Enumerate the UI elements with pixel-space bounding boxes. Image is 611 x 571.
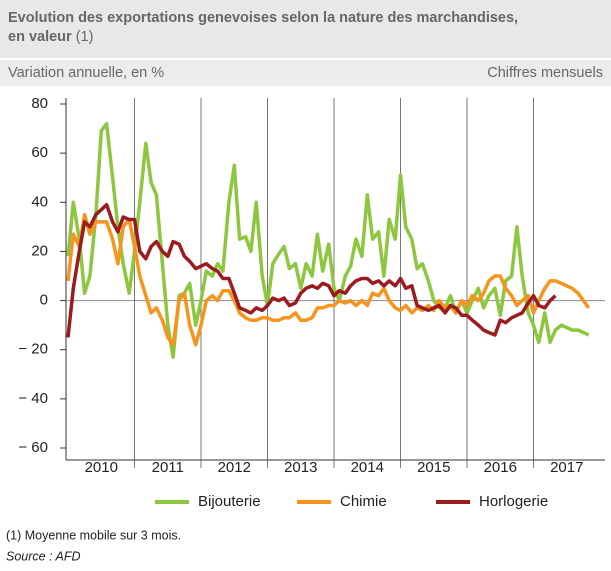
footnote: (1) Moyenne mobile sur 3 mois.	[6, 528, 181, 542]
source: Source : AFD	[6, 549, 81, 563]
x-tick-label: 2013	[284, 459, 317, 476]
subtitle: Variation annuelle, en %	[8, 65, 164, 81]
series-line	[66, 202, 557, 338]
title-band	[0, 0, 611, 58]
series-line	[66, 121, 590, 359]
y-tick-label: 20	[31, 242, 48, 259]
y-tick-label: − 60	[18, 439, 48, 456]
x-tick-label: 2015	[417, 459, 450, 476]
subtitle-band	[0, 60, 611, 86]
y-tick-label: 60	[31, 144, 48, 161]
y-tick-label: − 40	[18, 390, 48, 407]
x-tick-label: 2017	[550, 459, 583, 476]
legend-label: Horlogerie	[479, 493, 548, 510]
x-tick-label: 2014	[351, 459, 384, 476]
x-tick-label: 2010	[85, 459, 118, 476]
chart-title: Evolution des exportations genevoises se…	[8, 10, 518, 26]
y-tick-label: 80	[31, 95, 48, 112]
frequency: Chiffres mensuels	[487, 65, 603, 81]
y-tick-label: 0	[40, 292, 48, 309]
title-note: (1)	[76, 29, 94, 45]
chart-title-2: en valeur (1)	[8, 29, 93, 45]
x-tick-label: 2016	[484, 459, 517, 476]
legend-label: Chimie	[340, 493, 387, 510]
x-tick-label: 2011	[152, 459, 184, 476]
x-tick-label: 2012	[218, 459, 251, 476]
y-tick-label: − 20	[18, 341, 48, 358]
series-line	[66, 212, 591, 347]
legend-label: Bijouterie	[198, 493, 261, 510]
y-tick-label: 40	[31, 193, 48, 210]
